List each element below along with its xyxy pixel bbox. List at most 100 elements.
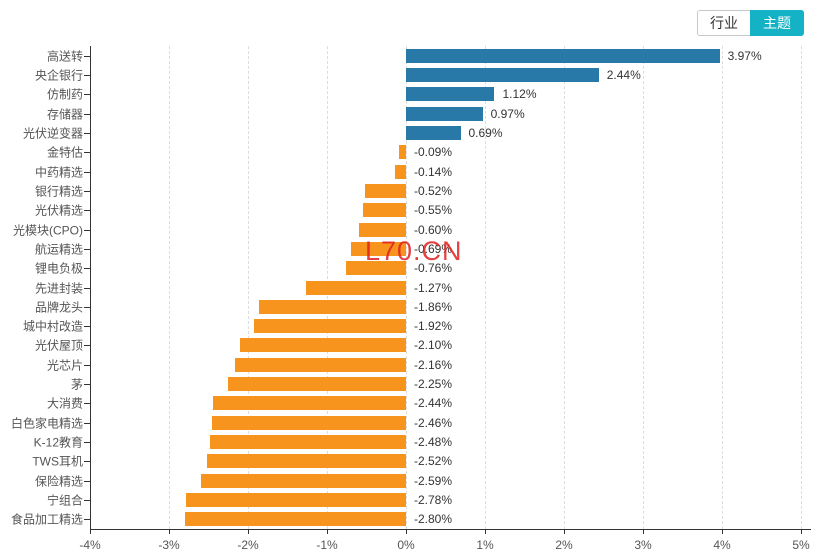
- bar: [394, 164, 406, 179]
- y-axis-tick: [84, 519, 90, 521]
- x-axis-label: 1%: [476, 538, 494, 552]
- gridline: [643, 46, 644, 529]
- value-label: -0.76%: [414, 261, 453, 276]
- gridline: [564, 46, 565, 529]
- category-label: 保险精选: [34, 474, 83, 489]
- bar: [358, 222, 406, 237]
- value-label: -2.59%: [414, 473, 453, 488]
- x-axis-label: 0%: [397, 538, 415, 552]
- value-label: -0.09%: [414, 145, 453, 160]
- bar: [240, 338, 406, 353]
- bar: [210, 435, 406, 450]
- y-axis-tick: [84, 287, 90, 289]
- category-label: 光伏精选: [34, 203, 83, 218]
- category-label: 存储器: [46, 107, 83, 122]
- bar: [305, 280, 406, 295]
- y-axis-tick: [84, 422, 90, 424]
- category-label: 光芯片: [46, 358, 83, 373]
- x-axis-label: 3%: [634, 538, 652, 552]
- value-label: -1.86%: [414, 299, 453, 314]
- bar: [345, 261, 406, 276]
- x-axis-label: 4%: [713, 538, 731, 552]
- y-axis-tick: [84, 403, 90, 405]
- bar: [364, 183, 406, 198]
- gridline: [485, 46, 486, 529]
- x-axis-tick: [564, 529, 565, 534]
- bar: [186, 493, 406, 508]
- x-axis-label: -2%: [237, 538, 259, 552]
- value-label: 2.44%: [606, 67, 641, 82]
- category-label: 央企银行: [34, 68, 83, 83]
- y-axis-tick: [84, 268, 90, 270]
- y-axis-tick: [84, 55, 90, 57]
- value-label: -2.10%: [414, 338, 453, 353]
- x-axis-label: 5%: [792, 538, 810, 552]
- x-axis-label: 2%: [555, 538, 573, 552]
- gridline: [248, 46, 249, 529]
- bar: [259, 299, 406, 314]
- bar: [398, 145, 406, 160]
- value-label: -2.25%: [414, 377, 453, 392]
- value-label: 0.69%: [468, 125, 503, 140]
- value-label: 0.97%: [490, 106, 525, 121]
- y-axis-tick: [84, 113, 90, 115]
- value-label: -1.27%: [414, 280, 453, 295]
- y-axis-tick: [84, 190, 90, 192]
- category-label: 航运精选: [34, 242, 83, 257]
- x-axis-tick: [169, 529, 170, 534]
- y-axis-tick: [84, 152, 90, 154]
- category-label: 白色家电精选: [10, 416, 83, 431]
- x-axis-tick: [406, 529, 407, 534]
- bar: [235, 357, 406, 372]
- y-axis-tick: [84, 480, 90, 482]
- x-axis-label: -1%: [316, 538, 338, 552]
- x-axis-line: [90, 529, 811, 530]
- gridline: [169, 46, 170, 529]
- category-label: 仿制药: [46, 87, 83, 102]
- tab-industry[interactable]: 行业: [697, 10, 750, 36]
- gridline: [801, 46, 802, 529]
- value-label: -2.44%: [414, 396, 453, 411]
- x-axis-tick: [643, 529, 644, 534]
- category-label: 大消费: [46, 396, 83, 411]
- value-label: -2.80%: [414, 512, 453, 527]
- value-label: -0.60%: [414, 222, 453, 237]
- category-label: 光模块(CPO): [13, 223, 83, 238]
- bar: [406, 87, 495, 102]
- bar: [201, 473, 406, 488]
- bar: [206, 454, 406, 469]
- x-axis-tick: [327, 529, 328, 534]
- y-axis-tick: [84, 94, 90, 96]
- y-axis-tick: [84, 132, 90, 134]
- y-axis-tick: [84, 326, 90, 328]
- y-axis-tick: [84, 345, 90, 347]
- value-label: -2.78%: [414, 493, 453, 508]
- value-label: -1.92%: [414, 319, 453, 334]
- bar: [184, 512, 406, 527]
- category-label: 宁组合: [46, 493, 83, 508]
- category-label: 茅: [70, 377, 83, 392]
- category-label: 中药精选: [34, 165, 83, 180]
- gridline: [406, 46, 407, 529]
- category-label: TWS耳机: [32, 454, 83, 469]
- watermark: L70.CN: [365, 236, 463, 266]
- y-axis-tick: [84, 306, 90, 308]
- bar: [362, 203, 406, 218]
- value-label: -2.48%: [414, 435, 453, 450]
- category-label: 光伏逆变器: [22, 126, 83, 141]
- bar: [254, 319, 406, 334]
- x-axis-tick: [90, 529, 91, 534]
- value-label: -0.55%: [414, 203, 453, 218]
- bar: [406, 67, 599, 82]
- tab-theme[interactable]: 主题: [750, 10, 804, 36]
- y-axis-tick: [84, 364, 90, 366]
- y-axis-tick: [84, 210, 90, 212]
- bar: [406, 48, 720, 63]
- y-axis-tick: [84, 74, 90, 76]
- gridline: [722, 46, 723, 529]
- x-axis-tick: [248, 529, 249, 534]
- bar: [351, 241, 406, 256]
- bar: [406, 106, 483, 121]
- x-axis-label: -3%: [158, 538, 180, 552]
